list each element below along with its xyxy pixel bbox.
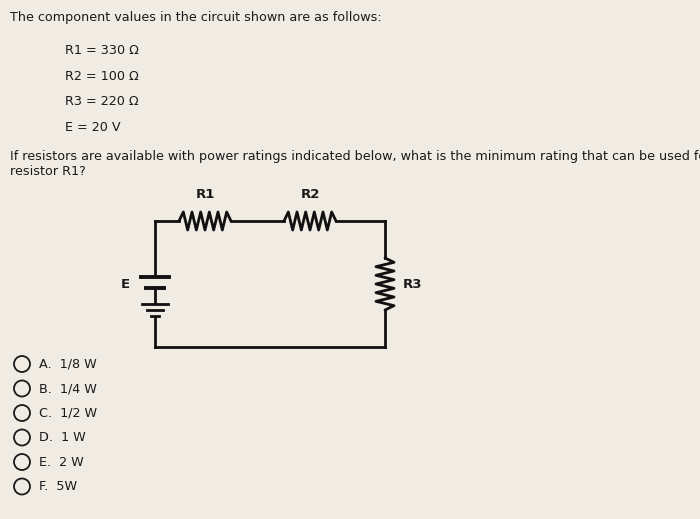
Text: If resistors are available with power ratings indicated below, what is the minim: If resistors are available with power ra… <box>10 150 700 178</box>
Text: R2 = 100 Ω: R2 = 100 Ω <box>65 70 139 83</box>
Text: R1: R1 <box>195 188 215 201</box>
Text: A.  1/8 W: A. 1/8 W <box>39 358 97 371</box>
Text: R2: R2 <box>300 188 320 201</box>
Text: R3 = 220 Ω: R3 = 220 Ω <box>65 95 139 108</box>
Text: R1 = 330 Ω: R1 = 330 Ω <box>65 44 139 57</box>
Text: E.  2 W: E. 2 W <box>39 456 84 469</box>
Text: E = 20 V: E = 20 V <box>65 120 120 133</box>
Text: The component values in the circuit shown are as follows:: The component values in the circuit show… <box>10 11 382 24</box>
Text: D.  1 W: D. 1 W <box>39 431 85 444</box>
Text: E: E <box>121 278 130 291</box>
Text: R3: R3 <box>403 278 423 291</box>
Text: F.  5W: F. 5W <box>39 480 77 493</box>
Text: B.  1/4 W: B. 1/4 W <box>39 382 97 395</box>
Text: C.  1/2 W: C. 1/2 W <box>39 406 97 419</box>
